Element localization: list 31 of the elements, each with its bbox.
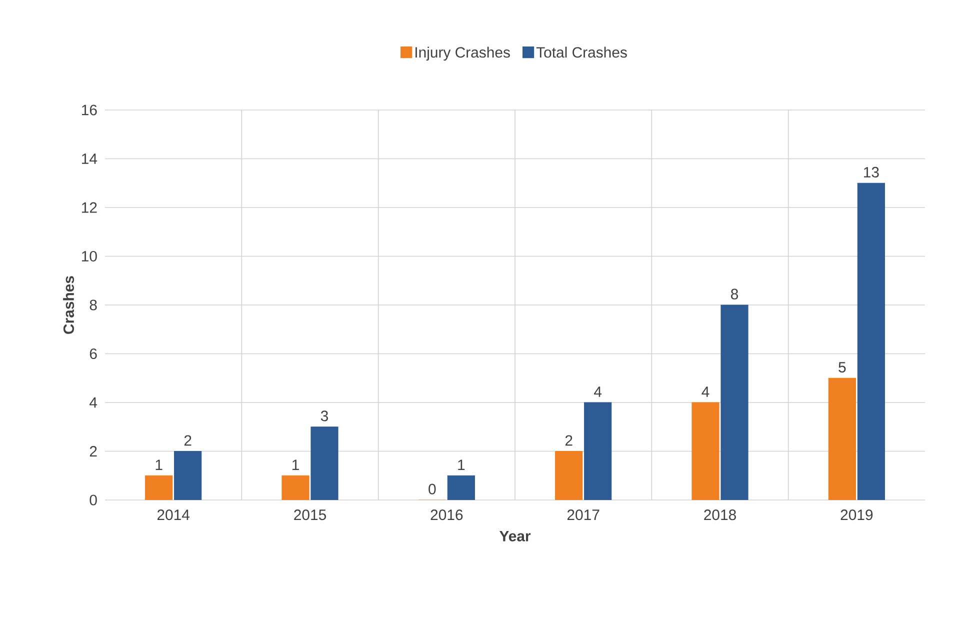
x-tick-label: 2017: [567, 510, 600, 520]
y-tick-label: 4: [90, 397, 98, 408]
data-label: 4: [702, 386, 710, 397]
y-tick-label: 14: [82, 154, 98, 164]
data-label: 3: [320, 410, 328, 422]
data-label: 8: [731, 288, 738, 300]
data-label: 1: [292, 460, 299, 470]
data-label: 4: [594, 386, 602, 397]
y-axis-title: Crashes: [63, 276, 74, 334]
data-label: 1: [156, 460, 162, 470]
data-label: 1: [458, 460, 465, 470]
legend-label: Total Crashes: [536, 46, 627, 58]
x-tick-label: 2014: [157, 510, 190, 520]
x-tick-label: 2019: [840, 510, 873, 520]
y-tick-label: 12: [82, 202, 97, 213]
data-label: 5: [838, 362, 846, 372]
legend-label: Injury Crashes: [416, 46, 510, 61]
data-label: 13: [864, 166, 879, 178]
y-tick-label: 10: [82, 250, 97, 262]
x-tick-label: 2016: [430, 510, 463, 520]
data-label: 2: [565, 435, 572, 446]
data-label: 0: [428, 484, 436, 494]
x-tick-label: 2015: [294, 510, 326, 520]
y-tick-label: 6: [90, 348, 97, 360]
data-label: 2: [184, 435, 192, 446]
y-tick-label: 16: [82, 104, 97, 116]
x-tick-label: 2018: [704, 510, 736, 520]
x-axis-title: Year: [499, 530, 531, 542]
y-tick-label: 0: [90, 494, 97, 506]
y-tick-label: 8: [90, 300, 97, 310]
y-tick-label: 2: [90, 446, 97, 456]
